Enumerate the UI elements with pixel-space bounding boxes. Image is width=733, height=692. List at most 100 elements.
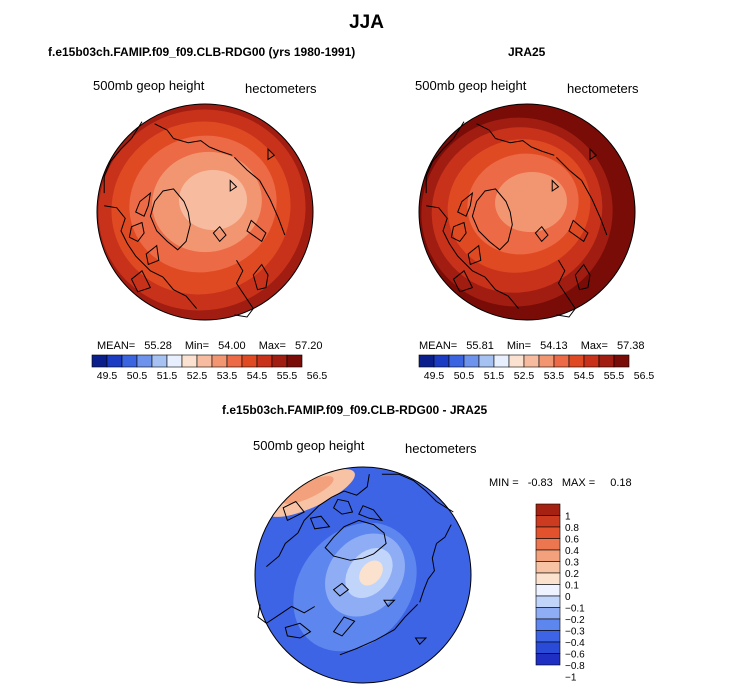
min-label: Min=	[506, 340, 532, 352]
min-value: 54.13	[540, 340, 568, 352]
mean-value: 55.28	[144, 340, 172, 352]
coastline	[246, 219, 267, 243]
colorbar-swatch	[478, 354, 495, 368]
coastline	[450, 221, 467, 243]
colorbar-swatch	[151, 354, 168, 368]
coastline	[436, 501, 454, 513]
colorbar-swatch	[463, 354, 480, 368]
colorbar-tick-label: 49.5	[97, 370, 118, 382]
colorbar-swatch	[598, 354, 615, 368]
max-value: 57.38	[616, 340, 645, 352]
colorbar-swatch	[448, 354, 465, 368]
coastline	[128, 221, 145, 243]
coastline	[471, 188, 513, 251]
coastline	[103, 138, 132, 194]
coastline	[252, 263, 269, 291]
max-label: MAX =	[561, 477, 596, 489]
colorbar-model: 49.5 50.5 51.5 52.5 53.5 54.5 55.5 56.5	[91, 354, 327, 382]
coastline	[309, 515, 331, 530]
colorbar-tick-label: −0.3	[565, 627, 585, 638]
map-border	[254, 466, 472, 684]
stats-diff: MIN = -0.83 MAX = 0.18	[489, 477, 632, 489]
mean-label: MEAN=	[97, 340, 136, 352]
units-label-diff: hectometers	[405, 441, 477, 456]
figure-title: JJA	[349, 12, 384, 33]
coastline	[495, 138, 532, 148]
colorbar-tick-label: 0.4	[565, 546, 579, 557]
coastline	[467, 244, 482, 266]
colorbar-swatch	[535, 653, 561, 666]
coastline	[234, 157, 286, 236]
colorbar-tick-label: 54.5	[247, 370, 268, 382]
coastline	[556, 157, 608, 236]
stats-model: MEAN= 55.28 Min= 54.00 Max= 57.20	[97, 340, 323, 352]
coastline	[154, 123, 174, 139]
min-label: MIN =	[489, 477, 519, 489]
mean-value: 55.81	[466, 340, 494, 352]
colorbar-swatch	[535, 595, 561, 608]
units-label-obs: hectometers	[567, 81, 639, 96]
max-value: 0.18	[610, 477, 632, 489]
colorbar-tick-label: 56.5	[634, 370, 655, 382]
colorbar-swatch	[271, 354, 288, 368]
coastline	[212, 225, 227, 243]
colorbar-tick-label: −0.1	[565, 604, 585, 615]
coastline	[234, 260, 254, 318]
coastline	[173, 138, 210, 148]
colorbar-swatch	[535, 584, 561, 597]
coastline	[135, 191, 152, 217]
colorbar-swatch	[538, 354, 555, 368]
colorbar-swatch	[226, 354, 243, 368]
coastline	[419, 579, 429, 603]
colorbar-swatch	[535, 561, 561, 574]
colorbar-tick-label: 0.8	[565, 523, 579, 534]
coastline	[266, 532, 299, 567]
colorbar-swatch	[241, 354, 258, 368]
coastline	[426, 205, 486, 278]
max-label: Max=	[580, 340, 608, 352]
stats-obs: MEAN= 55.81 Min= 54.13 Max= 57.38	[419, 340, 645, 352]
field-label-diff: 500mb geop height	[253, 438, 365, 453]
coastline	[427, 543, 437, 580]
colorbar-swatch	[433, 354, 450, 368]
colorbar-tick-label: 49.5	[424, 370, 445, 382]
colorbar-tick-label: 54.5	[574, 370, 595, 382]
colorbar-swatch	[418, 354, 435, 368]
min-label: Min=	[184, 340, 210, 352]
coastline	[339, 604, 418, 656]
colorbar-tick-label: 0.1	[565, 581, 579, 592]
colorbar-swatch	[553, 354, 570, 368]
colorbar-tick-label: 50.5	[454, 370, 475, 382]
colorbar-obs: 49.5 50.5 51.5 52.5 53.5 54.5 55.5 56.5	[418, 354, 655, 382]
colorbar-swatch	[535, 515, 561, 528]
colorbar-swatch	[106, 354, 123, 368]
map-border	[418, 103, 636, 321]
colorbar-tick-label: 55.5	[277, 370, 298, 382]
map-border	[96, 103, 314, 321]
coastline	[414, 637, 428, 646]
colorbar-swatch	[535, 526, 561, 539]
field-label-obs: 500mb geop height	[415, 78, 527, 93]
colorbar-tick-label: 52.5	[187, 370, 208, 382]
contour-band	[359, 560, 383, 586]
contour-band	[495, 171, 567, 233]
coastline	[104, 205, 164, 278]
colorbar-tick-label: 51.5	[484, 370, 505, 382]
coastline	[476, 123, 496, 139]
colorbar-tick-label: −1	[565, 673, 577, 684]
colorbar-swatch	[613, 354, 630, 368]
colorbar-tick-label: −0.2	[565, 615, 585, 626]
colorbar-tick-label: 55.5	[604, 370, 625, 382]
coastline	[130, 270, 152, 293]
max-label: Max=	[258, 340, 286, 352]
contour-band	[282, 476, 334, 504]
coastline	[381, 473, 437, 502]
coastline	[257, 604, 315, 624]
colorbar-swatch	[535, 538, 561, 551]
coastline	[383, 599, 396, 608]
colorbar-swatch	[583, 354, 600, 368]
coastline	[332, 498, 354, 515]
colorbar-swatch	[568, 354, 585, 368]
panel-title-model: f.e15b03ch.FAMIP.f09_f09.CLB-RDG00 (yrs …	[48, 45, 356, 59]
